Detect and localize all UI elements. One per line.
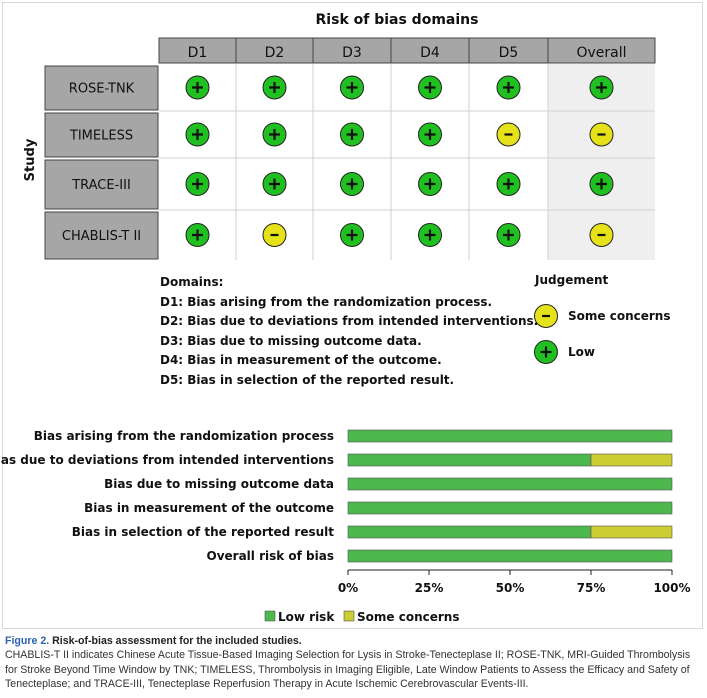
domains-legend-title: Domains: xyxy=(160,275,224,289)
judgement-low-plus-icon xyxy=(192,229,203,241)
judgement-low-plus-icon xyxy=(503,82,514,93)
figure-frame xyxy=(2,2,703,629)
column-header-cell xyxy=(158,37,237,64)
judgement-low-plus-icon xyxy=(424,229,436,241)
column-header-d3: D3 xyxy=(342,45,362,61)
judgement-low-plus-icon xyxy=(503,229,514,241)
study-name-cell xyxy=(44,65,159,111)
judgement-low-plus-icon xyxy=(269,129,280,140)
column-header-d1: D1 xyxy=(188,45,208,61)
domains-legend: Domains: D1: Bias arising from the rando… xyxy=(160,273,538,390)
study-name: ROSE-TNK xyxy=(69,82,135,97)
domains-legend-item: D3: Bias due to missing outcome data. xyxy=(160,333,422,348)
column-header-cell xyxy=(235,37,314,64)
judgement-low-plus-icon xyxy=(503,178,514,190)
judgement-low-plus-icon xyxy=(424,129,436,140)
study-axis-label: Study xyxy=(23,138,38,181)
column-header-d5: D5 xyxy=(499,45,519,61)
judgement-low-plus-icon xyxy=(346,178,358,190)
judgement-low-plus-icon xyxy=(596,82,607,93)
domains-legend-item: D1: Bias arising from the randomization … xyxy=(160,294,493,309)
figure-label: Figure 2. xyxy=(5,635,50,647)
judgement-low-plus-icon xyxy=(269,178,280,190)
study-name-cell xyxy=(44,159,159,210)
judgement-low-plus-icon xyxy=(346,229,358,241)
column-header-overall: Overall xyxy=(576,45,626,61)
domains-legend-item: D2: Bias due to deviations from intended… xyxy=(160,314,539,328)
study-name: TIMELESS xyxy=(69,129,133,144)
column-header-cell xyxy=(547,37,656,64)
judgement-low-plus-icon xyxy=(192,178,203,190)
judgement-low-plus-icon xyxy=(192,82,203,93)
judgement-legend-title: Judgement xyxy=(535,273,609,287)
judgement-low-plus-icon xyxy=(424,178,436,190)
study-name: TRACE-III xyxy=(71,178,131,193)
judgement-low-plus-icon xyxy=(424,82,436,93)
study-name-cell xyxy=(44,112,159,158)
judgement-low-plus-icon xyxy=(596,178,607,190)
table-title: Risk of bias domains xyxy=(316,12,479,28)
figure-caption-text: CHABLIS-T II indicates Chinese Acute Tis… xyxy=(5,649,691,691)
study-name: CHABLIS-T II xyxy=(62,229,141,244)
column-header-cell xyxy=(390,37,470,64)
risk-of-bias-table: Risk of bias domains Study D1 D2 D3 D4 D5 Overa… xyxy=(23,12,656,260)
domains-legend-item: D5: Bias in selection of the reported re… xyxy=(160,372,455,387)
figure-title: Risk-of-bias assessment for the included… xyxy=(52,635,302,647)
domains-legend-item: D4: Bias in measurement of the outcome. xyxy=(160,353,442,367)
column-header-cell xyxy=(468,37,549,64)
judgement-low-plus-icon xyxy=(346,129,358,140)
column-header-d4: D4 xyxy=(420,45,440,61)
judgement-low-plus-icon xyxy=(192,129,203,140)
column-header-d2: D2 xyxy=(265,45,285,61)
judgement-low-plus-icon xyxy=(269,82,280,93)
study-name-cell xyxy=(44,211,159,260)
figure-caption: Figure 2. Risk-of-bias assessment for th… xyxy=(5,634,705,692)
judgement-low-plus-icon xyxy=(346,82,358,93)
